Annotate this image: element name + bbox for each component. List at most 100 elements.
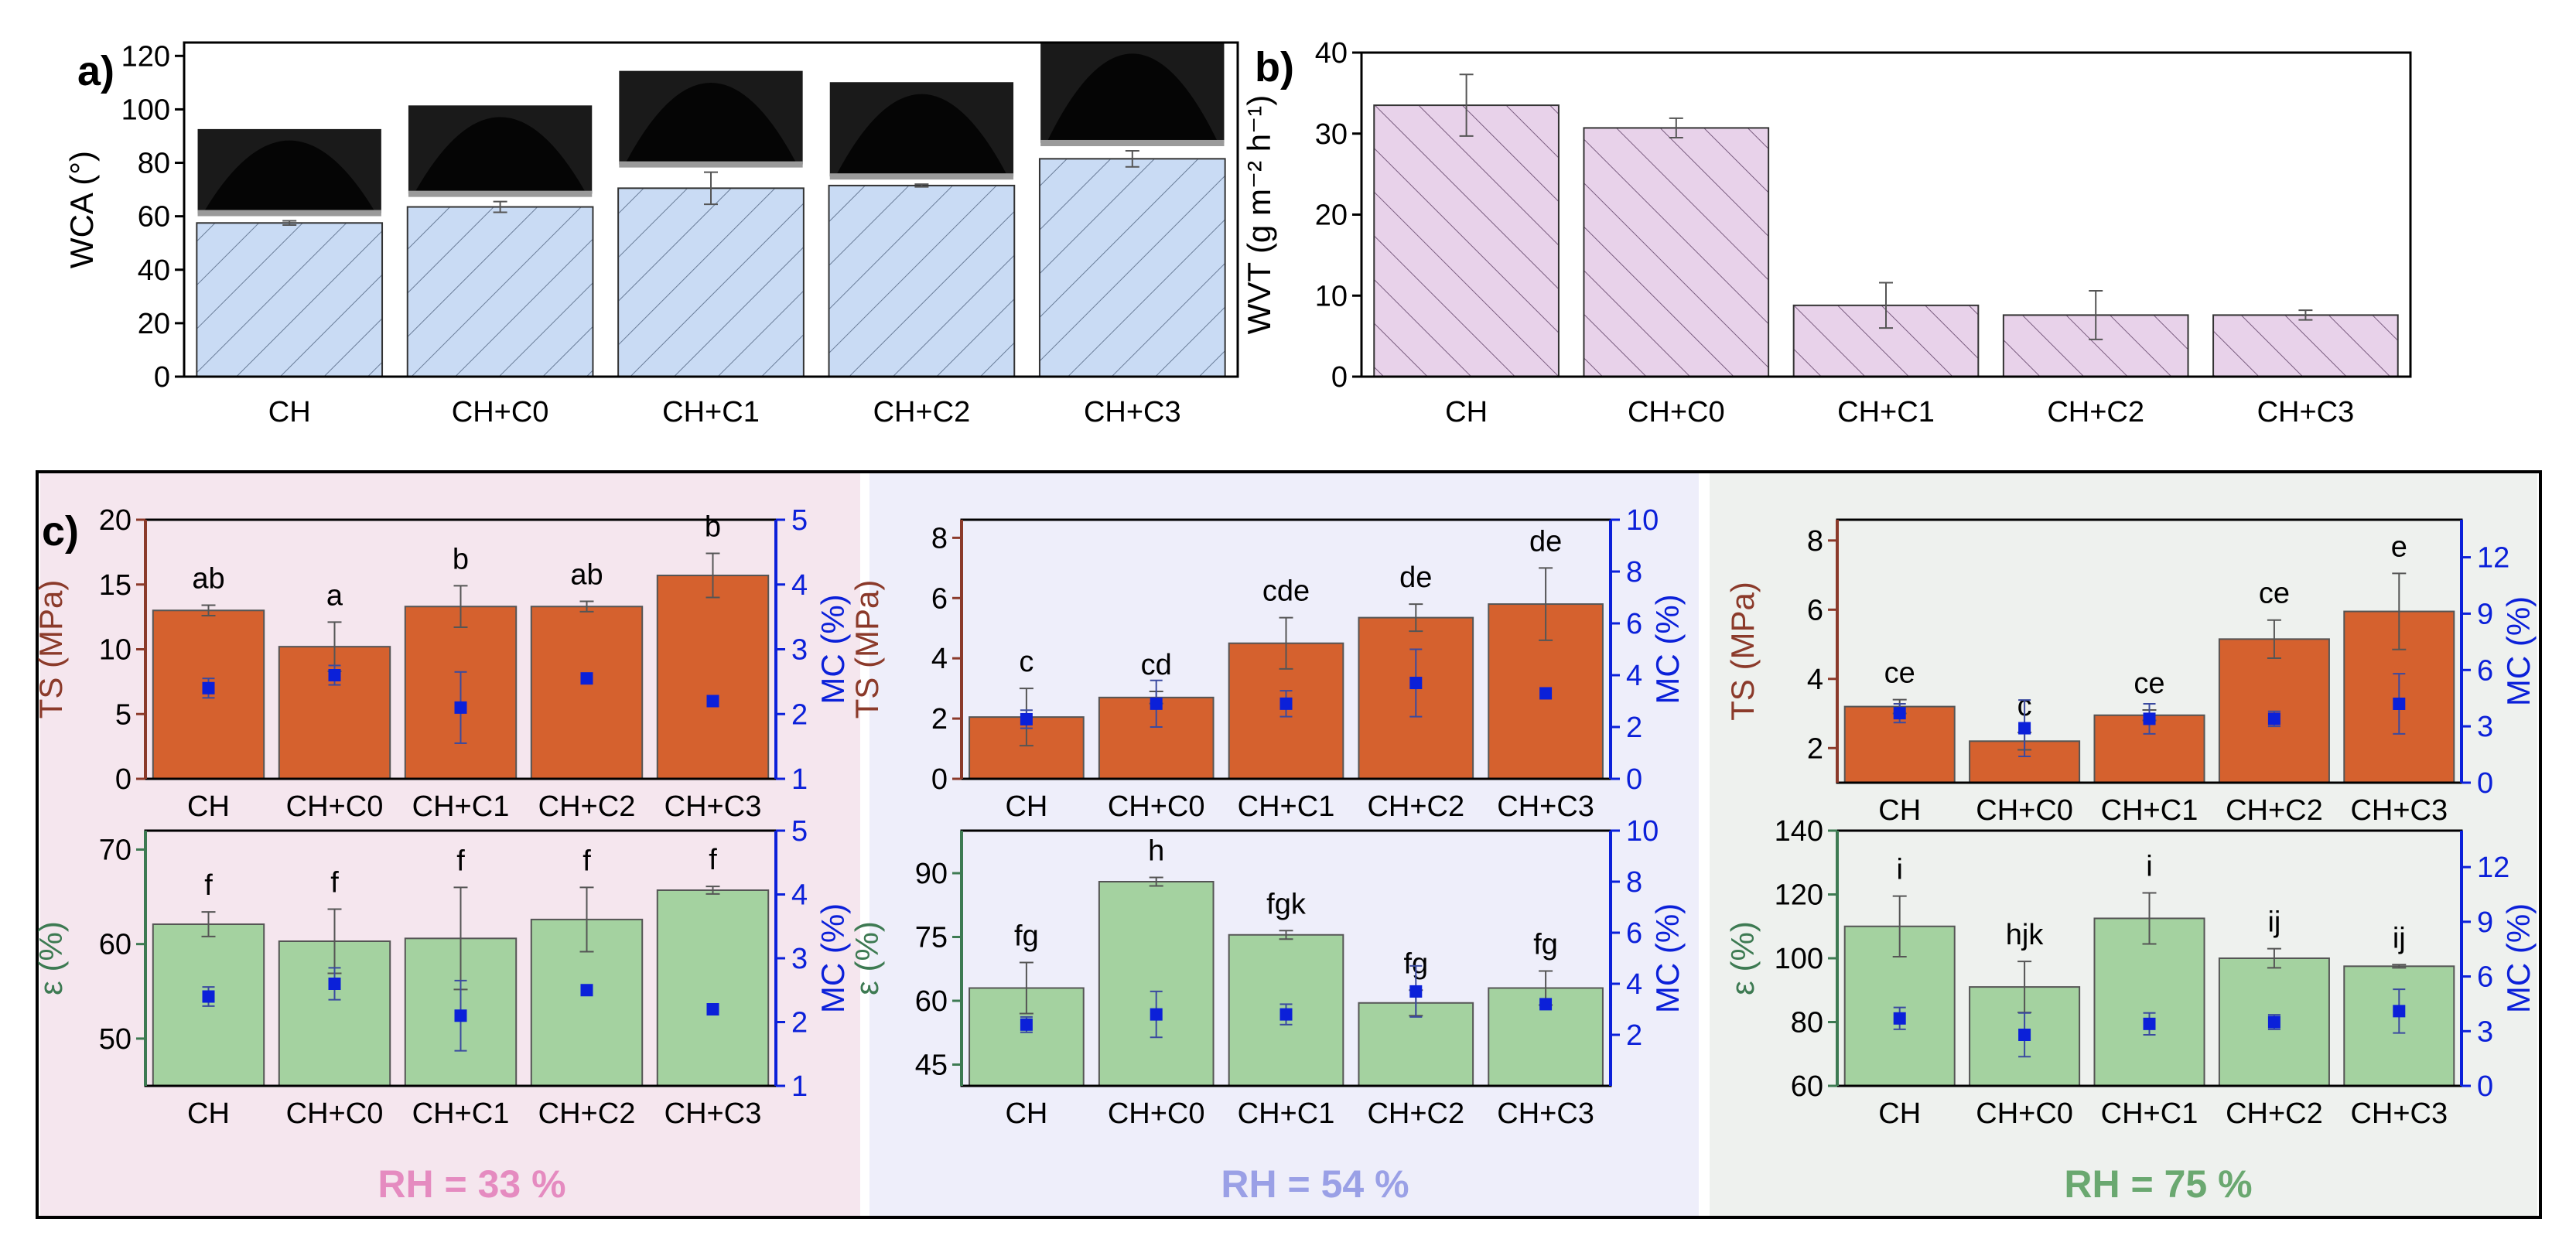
mc-marker	[454, 1009, 467, 1022]
panel-label-b: b)	[1255, 44, 1294, 90]
mc-marker	[1409, 677, 1423, 690]
bar-CH+C0	[1583, 127, 1770, 377]
mc-marker	[1150, 697, 1163, 710]
y2-tick-label: 3	[791, 634, 808, 667]
significance-letter: b	[705, 511, 721, 544]
y-tick-label: 120	[121, 40, 170, 73]
mc-marker	[2267, 712, 2280, 725]
y-tick-label: 60	[1791, 1070, 1823, 1103]
bar-CH+C2	[530, 606, 644, 780]
y2-tick-label: 6	[2477, 961, 2493, 994]
y2-tick-label: 12	[2477, 542, 2509, 575]
x-tick-label: CH+C2	[2226, 794, 2323, 827]
x-tick-label: CH	[187, 1097, 230, 1130]
y-tick-label: 0	[154, 361, 170, 394]
mc-marker	[2393, 1005, 2406, 1018]
y-tick-label: 10	[99, 634, 132, 667]
y-tick-label: 0	[931, 763, 948, 796]
mc-marker	[2143, 712, 2156, 725]
y2-tick-label: 12	[2477, 852, 2509, 884]
y2-axis-label: MC (%)	[815, 903, 851, 1013]
panel-label-a: a)	[77, 48, 114, 94]
x-tick-label: CH+C1	[412, 1097, 510, 1130]
plot-frame	[183, 41, 1239, 378]
y-tick-label: 6	[931, 582, 948, 615]
x-tick-label: CH+C3	[664, 790, 762, 823]
significance-letter: fg	[1014, 920, 1039, 953]
x-tick-label: CH+C1	[2101, 1097, 2198, 1130]
y2-axis-label: MC (%)	[1649, 594, 1686, 704]
x-tick-label: CH+C3	[664, 1097, 762, 1130]
x-tick-label: CH	[1005, 790, 1047, 823]
y2-tick-label: 0	[2477, 767, 2493, 800]
y-tick-label: 15	[99, 569, 132, 602]
x-tick-label: CH+C3	[2350, 794, 2448, 827]
x-tick-label: CH+C0	[286, 1097, 384, 1130]
x-tick-label: CH+C2	[2047, 396, 2144, 428]
chart-c_eps_33: f CH f CH+C0 f CH+C1 f CH+C2 f CH+C3 50 60 70 ε (%) 1 2…	[32, 815, 851, 1130]
x-tick-label: CH+C2	[873, 396, 971, 428]
significance-letter: f	[709, 844, 717, 876]
y2-tick-label: 8	[1626, 866, 1642, 899]
y-tick-label: 8	[1807, 525, 1823, 558]
y-tick-label: 75	[915, 922, 948, 954]
mc-marker	[202, 681, 215, 695]
mc-marker	[2267, 1015, 2280, 1029]
bar-CH+C0	[1098, 881, 1215, 1087]
droplet-substrate	[197, 210, 381, 217]
x-tick-label: CH+C1	[2101, 794, 2198, 827]
significance-letter: f	[204, 869, 213, 902]
significance-letter: ij	[2393, 922, 2406, 954]
y2-tick-label: 0	[1626, 763, 1642, 796]
droplet-shape	[837, 94, 1006, 174]
bar-CH+C2	[828, 184, 1016, 377]
y-axis-label: ε (%)	[32, 921, 69, 995]
rh33-label: RH = 33 %	[378, 1162, 565, 1206]
y2-tick-label: 6	[1626, 917, 1642, 950]
y2-axis-label: MC (%)	[815, 594, 851, 704]
rh54-background	[869, 473, 1699, 1216]
x-tick-label: CH+C0	[286, 790, 384, 823]
y-tick-label: 20	[138, 308, 170, 340]
y2-tick-label: 10	[1626, 504, 1659, 537]
y2-tick-label: 4	[1626, 660, 1642, 692]
y-axis-label: WVT (g m⁻² h⁻¹)	[1241, 95, 1277, 335]
droplet-shape	[415, 117, 585, 191]
y2-tick-label: 9	[2477, 906, 2493, 939]
x-tick-label: CH+C1	[662, 396, 760, 428]
y-axis-label: WCA (°)	[63, 151, 100, 268]
droplet-substrate	[1040, 139, 1225, 146]
y-tick-label: 90	[915, 858, 948, 890]
y2-tick-label: 3	[2477, 1015, 2493, 1048]
x-tick-label: CH+C3	[2350, 1097, 2448, 1130]
y-tick-label: 120	[1775, 879, 1823, 912]
bar-CH+C3	[1038, 158, 1226, 377]
y2-tick-label: 2	[791, 1007, 808, 1039]
significance-letter: e	[2391, 531, 2407, 563]
x-tick-label: CH	[1878, 794, 1921, 827]
mc-marker	[2018, 1029, 2031, 1041]
charts-layer: CH CH+C0 CH+C1 CH+C2 CH+C3020406080100120WCA…	[32, 37, 2537, 1130]
y2-tick-label: 2	[791, 698, 808, 731]
bar-CH+C3	[656, 575, 770, 780]
y2-axis-label: MC (%)	[2500, 596, 2537, 706]
y-tick-label: 45	[915, 1050, 948, 1082]
x-tick-label: CH+C1	[1837, 396, 1935, 428]
y-axis-label: TS (MPa)	[1724, 582, 1761, 721]
y2-tick-label: 8	[1626, 556, 1642, 589]
mc-marker	[1279, 697, 1293, 710]
x-tick-label: CH+C2	[538, 790, 636, 823]
y2-tick-label: 1	[791, 763, 808, 796]
y-tick-label: 2	[1807, 732, 1823, 765]
x-tick-label: CH+C3	[1497, 790, 1594, 823]
significance-letter: ab	[192, 563, 224, 596]
y-tick-label: 80	[1791, 1007, 1823, 1039]
y-tick-label: 4	[931, 643, 948, 675]
y2-tick-label: 2	[1626, 712, 1642, 744]
y-tick-label: 30	[1315, 118, 1348, 151]
significance-letter: cde	[1262, 575, 1310, 608]
chart-c_ts_54: c CH cd CH+C0 cde CH+C1 de CH+C2 de CH+C3 0 2 4 6 8 TS …	[849, 504, 1686, 823]
y-tick-label: 70	[99, 834, 132, 866]
y2-tick-label: 6	[1626, 608, 1642, 640]
